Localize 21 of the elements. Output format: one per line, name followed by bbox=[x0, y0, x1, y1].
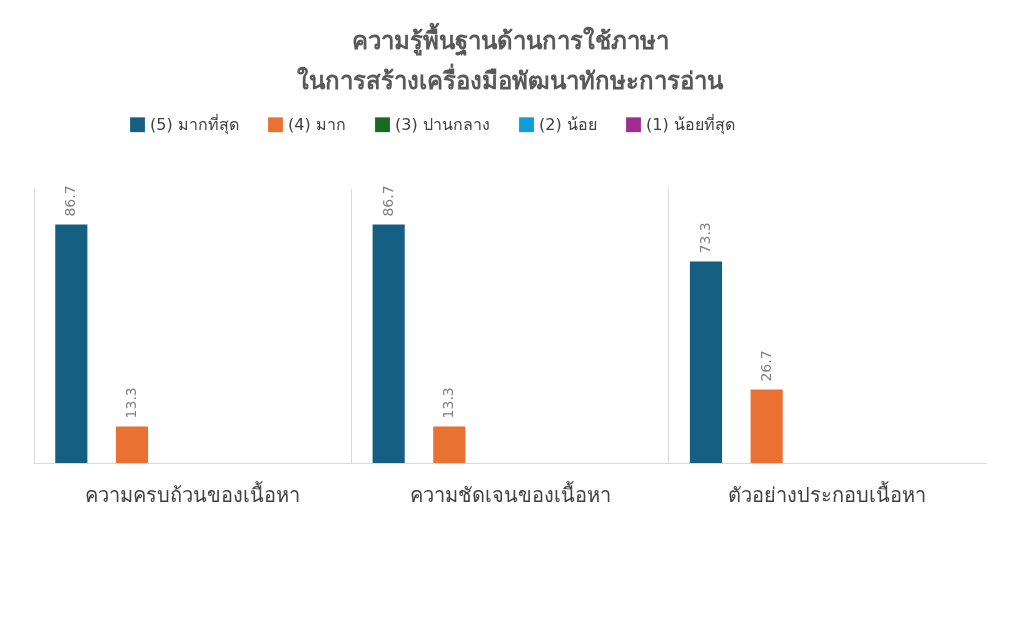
data-label: 26.7 bbox=[757, 350, 774, 382]
legend-label: (1) น้อยที่สุด bbox=[646, 112, 735, 135]
data-label: 86.7 bbox=[62, 185, 79, 217]
x-tick-label: ความครบถ้วนของเนื้อหา bbox=[85, 480, 301, 507]
bar bbox=[55, 224, 88, 463]
bar bbox=[372, 224, 405, 463]
data-label: 86.7 bbox=[379, 185, 396, 217]
legend-label: (4) มาก bbox=[288, 114, 346, 134]
data-label: 73.3 bbox=[696, 222, 713, 254]
legend-label: (2) น้อย bbox=[539, 114, 597, 134]
x-tick-label: ตัวอย่างประกอบเนื้อหา bbox=[728, 480, 927, 507]
bar bbox=[689, 261, 723, 463]
legend-label: (3) ปานกลาง bbox=[395, 114, 490, 134]
bar bbox=[433, 426, 466, 463]
legend-label: (5) มากที่สุด bbox=[150, 112, 239, 135]
data-label: 13.3 bbox=[122, 387, 139, 419]
bar bbox=[750, 389, 783, 463]
bar bbox=[115, 426, 149, 463]
chart-title: ความรู้พื้นฐานด้านการใช้ภาษา ในการสร้างเครื่องมือพัฒนาทักษะการอ่าน bbox=[297, 22, 724, 95]
x-tick-label: ความชัดเจนของเนื้อหา bbox=[409, 480, 611, 507]
data-label: 13.3 bbox=[440, 387, 457, 419]
